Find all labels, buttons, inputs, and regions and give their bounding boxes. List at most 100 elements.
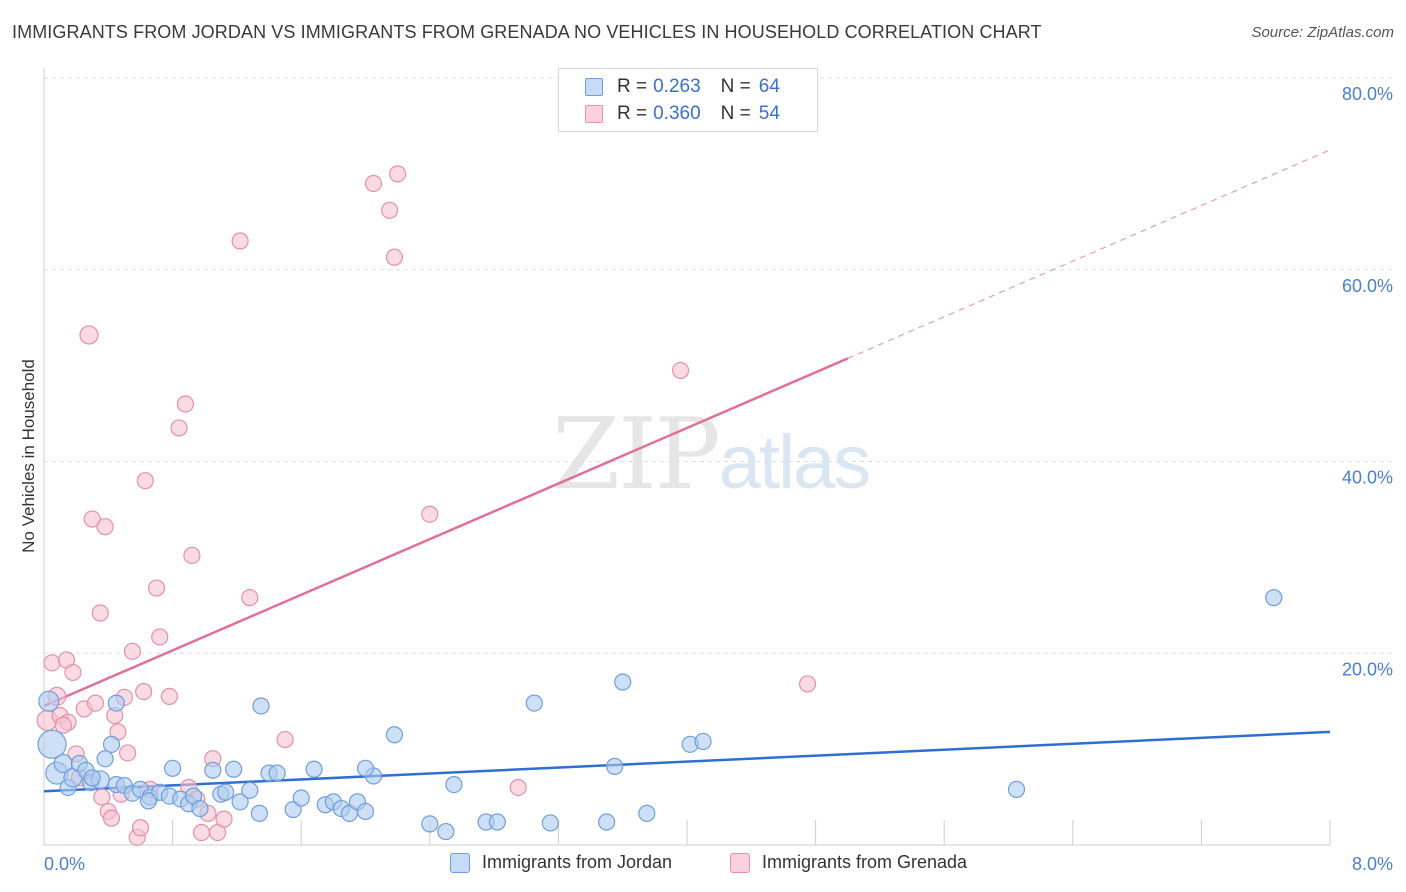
tick-labels: 20.0% 40.0% 60.0% 80.0% 0.0% 8.0%	[44, 84, 1393, 874]
jordan-point	[421, 815, 439, 833]
bottom-legend-swatch-grenada	[730, 852, 750, 873]
jordan-point	[356, 802, 375, 821]
jordan-point	[638, 804, 656, 822]
trend-lines	[43, 149, 1331, 793]
y-tick-label: 60.0%	[1342, 276, 1393, 296]
jordan-point	[139, 792, 158, 810]
legend-r-label: R =	[617, 103, 648, 124]
grenada-point	[215, 810, 233, 828]
jordan-point	[191, 799, 209, 818]
source-label: Source: ZipAtlas.com	[1251, 24, 1394, 41]
watermark-atlas: atlas	[718, 420, 872, 505]
grenada-point	[136, 472, 154, 490]
legend-row-jordan: R = 0.263 N = 64	[585, 74, 780, 100]
grenada-point	[276, 730, 294, 749]
grenada-point	[102, 809, 121, 827]
watermark-zip: ZIP	[552, 398, 721, 512]
jordan-point	[292, 789, 310, 807]
jordan-point	[525, 694, 543, 712]
grenada-point	[86, 694, 105, 712]
legend-n-value: 54	[758, 103, 780, 124]
legend-n-label: N =	[720, 103, 751, 124]
grenada-point	[183, 546, 201, 565]
grenada-point	[147, 579, 166, 597]
grenada-point	[421, 505, 439, 523]
y-axis-label: No Vehicles in Household	[19, 359, 38, 553]
jordan-point	[1265, 589, 1283, 607]
grenada-point	[176, 395, 195, 413]
grenada-point	[170, 419, 188, 437]
y-tick-label: 80.0%	[1342, 84, 1393, 104]
legend-r-value: 0.263	[653, 76, 701, 97]
jordan-point	[598, 813, 616, 831]
grenada-point	[389, 165, 407, 183]
jordan-point	[445, 775, 463, 794]
correlation-legend: R = 0.263 N = 64 R = 0.360 N = 54	[558, 68, 818, 132]
jordan-point	[83, 769, 101, 787]
jordan-point	[305, 760, 323, 778]
legend-row-grenada: R = 0.360 N = 54	[585, 101, 780, 127]
grenada-point	[91, 604, 109, 622]
jordan-point	[164, 759, 182, 777]
chart-title: IMMIGRANTS FROM JORDAN VS IMMIGRANTS FRO…	[12, 22, 1042, 42]
jordan-point	[241, 781, 259, 799]
legend-n-label: N =	[720, 76, 751, 97]
grenada-point	[79, 325, 99, 345]
y-tick-label: 40.0%	[1342, 468, 1393, 488]
jordan-point	[606, 757, 624, 775]
grenada-point	[54, 716, 72, 734]
bottom-legend-label: Immigrants from Grenada	[762, 852, 968, 872]
grenada-point	[160, 687, 178, 705]
grenada-point	[131, 819, 150, 837]
bottom-legend-label: Immigrants from Jordan	[482, 852, 673, 872]
grenada-point	[123, 642, 142, 660]
legend-n-value: 64	[758, 76, 780, 97]
grenada-point	[364, 174, 383, 193]
grenada-point	[43, 654, 61, 672]
grid-lines	[44, 77, 1392, 654]
grenada-trend-line	[43, 357, 849, 708]
jordan-point	[268, 764, 286, 782]
jordan-point	[694, 732, 712, 751]
bottom-legend-jordan: Immigrants from Jordan	[450, 852, 672, 873]
jordan-point	[107, 694, 125, 712]
jordan-point	[488, 813, 506, 831]
jordan-point	[1007, 780, 1026, 798]
data-points	[36, 165, 1283, 846]
legend-r-label: R =	[617, 76, 648, 97]
jordan-point	[437, 822, 455, 841]
grenada-point	[231, 232, 249, 250]
jordan-point	[37, 729, 67, 759]
jordan-point	[231, 793, 249, 811]
jordan-point	[356, 759, 375, 777]
x-tick-label: 0.0%	[44, 854, 85, 874]
y-tick-label: 20.0%	[1342, 659, 1393, 679]
legend-swatch-grenada	[585, 105, 603, 123]
grenada-point	[385, 248, 404, 266]
bottom-legend-grenada: Immigrants from Grenada	[730, 852, 967, 873]
grenada-point	[151, 628, 169, 646]
jordan-point	[614, 673, 632, 691]
grenada-point	[798, 675, 817, 693]
jordan-point	[250, 804, 269, 822]
grenada-trend-extension	[847, 149, 1331, 359]
jordan-point	[541, 814, 559, 832]
jordan-point	[252, 697, 270, 715]
grenada-point	[83, 510, 101, 528]
grenada-point	[509, 778, 527, 797]
grenada-point	[93, 788, 111, 806]
watermark: ZIPatlas	[552, 398, 872, 512]
grenada-point	[64, 663, 82, 682]
x-tick-label: 8.0%	[1352, 854, 1393, 874]
grenada-point	[118, 744, 137, 762]
jordan-point	[225, 760, 243, 778]
legend-r-value: 0.360	[653, 103, 701, 124]
grenada-point	[241, 589, 259, 607]
jordan-point	[96, 750, 114, 768]
jordan-point	[38, 690, 60, 712]
axes	[43, 68, 1331, 846]
grenada-point	[381, 201, 399, 219]
grenada-point	[192, 823, 211, 842]
jordan-point	[204, 761, 222, 779]
